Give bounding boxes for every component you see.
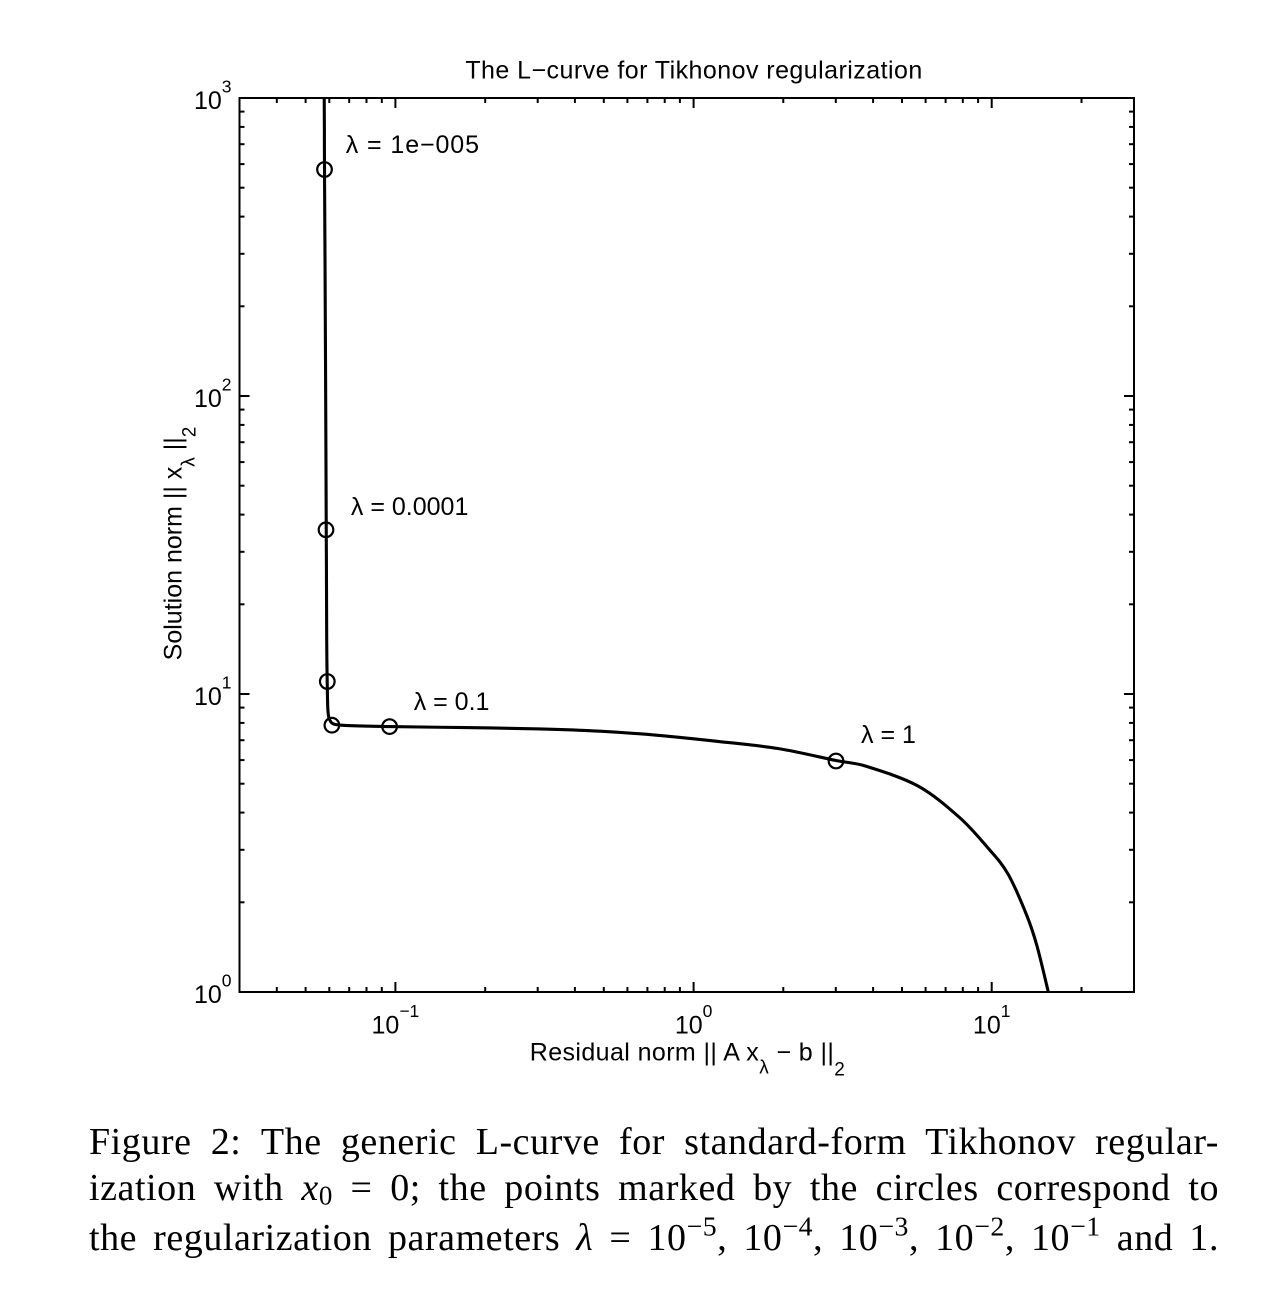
svg-text:Solution norm || xλ ||2: Solution norm || xλ ||2 [159, 427, 200, 661]
svg-text:10−1: 10−1 [372, 1001, 420, 1039]
svg-text:103: 103 [194, 77, 232, 115]
svg-text:100: 100 [675, 1001, 713, 1039]
svg-text:The L−curve for Tikhonov regul: The L−curve for Tikhonov regularization [465, 57, 922, 85]
svg-text:λ = 1e−005: λ = 1e−005 [346, 131, 480, 159]
svg-text:101: 101 [194, 673, 232, 711]
svg-text:100: 100 [194, 971, 232, 1009]
svg-text:102: 102 [194, 375, 232, 413]
svg-text:Residual norm || A xλ − b ||2: Residual norm || A xλ − b ||2 [530, 1039, 845, 1081]
svg-text:101: 101 [973, 1001, 1011, 1039]
svg-text:λ = 1: λ = 1 [861, 721, 916, 749]
svg-text:λ = 0.0001: λ = 0.0001 [351, 493, 468, 521]
svg-text:λ = 0.1: λ = 0.1 [414, 688, 490, 716]
